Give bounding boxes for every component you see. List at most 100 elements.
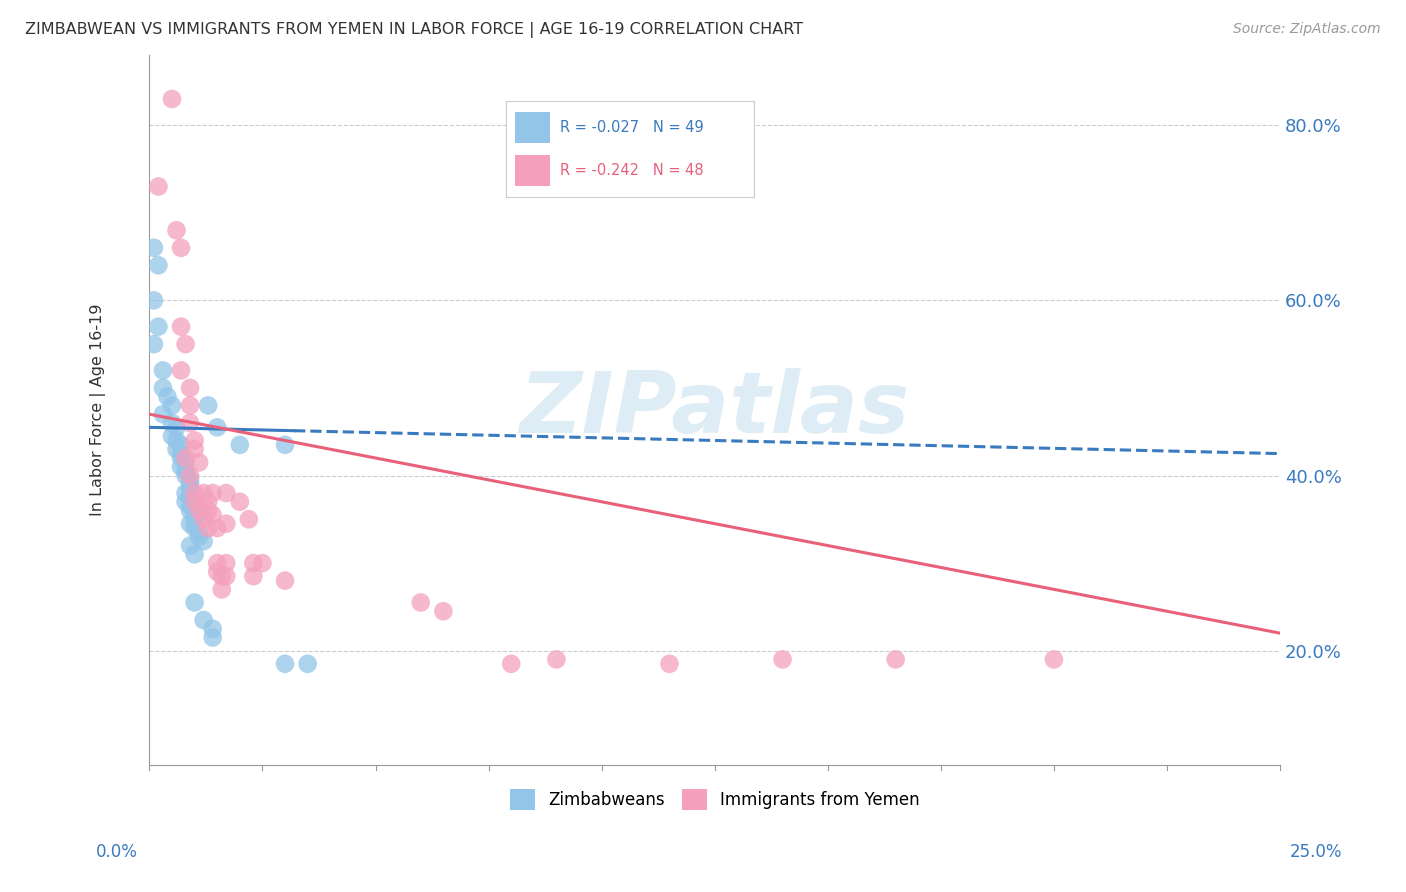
Point <box>170 459 193 474</box>
Point <box>188 525 211 540</box>
Point <box>170 241 193 255</box>
Point <box>772 652 794 666</box>
Point <box>160 416 183 430</box>
Point <box>197 495 219 509</box>
Point <box>183 442 205 457</box>
Point <box>148 179 170 194</box>
Point <box>197 503 219 517</box>
Point <box>201 622 224 636</box>
Point <box>546 652 568 666</box>
Point <box>179 381 201 395</box>
Text: In Labor Force | Age 16-19: In Labor Force | Age 16-19 <box>90 303 107 516</box>
Point <box>160 399 183 413</box>
Point <box>197 521 219 535</box>
Point <box>183 521 205 535</box>
Point <box>432 604 454 618</box>
Point <box>179 539 201 553</box>
Point <box>142 337 165 351</box>
Point <box>183 547 205 561</box>
Point <box>238 512 260 526</box>
Point <box>183 512 205 526</box>
Point <box>142 293 165 308</box>
Point <box>179 491 201 505</box>
Point <box>201 631 224 645</box>
Point <box>174 468 197 483</box>
Point <box>179 499 201 513</box>
Point <box>188 503 211 517</box>
Point <box>179 468 201 483</box>
Point <box>166 434 188 448</box>
Point <box>211 582 233 597</box>
Point <box>229 438 252 452</box>
Point <box>274 657 297 671</box>
Point <box>229 495 252 509</box>
Point <box>174 495 197 509</box>
Point <box>170 363 193 377</box>
Point <box>188 530 211 544</box>
Point <box>201 486 224 500</box>
Point <box>242 556 264 570</box>
Text: 0.0%: 0.0% <box>96 843 138 861</box>
Point <box>170 319 193 334</box>
Point <box>215 516 238 531</box>
Point <box>174 450 197 465</box>
Point <box>215 486 238 500</box>
Point <box>274 438 297 452</box>
Point <box>297 657 319 671</box>
Point <box>174 486 197 500</box>
Point <box>179 473 201 487</box>
Point <box>174 337 197 351</box>
Text: ZIPatlas: ZIPatlas <box>520 368 910 451</box>
Point <box>148 258 170 272</box>
Point <box>179 416 201 430</box>
Point <box>183 495 205 509</box>
Point <box>142 241 165 255</box>
Point <box>183 486 205 500</box>
Point <box>174 455 197 469</box>
Point <box>148 319 170 334</box>
Point <box>205 556 228 570</box>
Point <box>658 657 681 671</box>
Point <box>242 569 264 583</box>
Point <box>179 516 201 531</box>
Point <box>170 450 193 465</box>
Point <box>252 556 274 570</box>
Point <box>201 508 224 522</box>
Point <box>215 569 238 583</box>
Point <box>205 420 228 434</box>
Text: ZIMBABWEAN VS IMMIGRANTS FROM YEMEN IN LABOR FORCE | AGE 16-19 CORRELATION CHART: ZIMBABWEAN VS IMMIGRANTS FROM YEMEN IN L… <box>25 22 803 38</box>
Legend: Zimbabweans, Immigrants from Yemen: Zimbabweans, Immigrants from Yemen <box>503 783 927 816</box>
Point <box>188 455 211 469</box>
Point <box>205 565 228 579</box>
Point <box>274 574 297 588</box>
Point <box>170 438 193 452</box>
Point <box>193 512 215 526</box>
Text: Source: ZipAtlas.com: Source: ZipAtlas.com <box>1233 22 1381 37</box>
Point <box>166 420 188 434</box>
Point <box>183 508 205 522</box>
Point <box>193 534 215 549</box>
Point <box>179 503 201 517</box>
Point <box>409 595 432 609</box>
Point <box>193 486 215 500</box>
Point <box>170 447 193 461</box>
Point <box>174 464 197 478</box>
Point <box>152 407 174 421</box>
Text: 25.0%: 25.0% <box>1291 843 1343 861</box>
Point <box>205 521 228 535</box>
Point <box>152 363 174 377</box>
Point <box>160 429 183 443</box>
Point <box>179 399 201 413</box>
Point <box>1043 652 1066 666</box>
Point <box>156 390 179 404</box>
Point <box>179 477 201 491</box>
Point <box>152 381 174 395</box>
Point <box>215 556 238 570</box>
Point <box>884 652 907 666</box>
Point <box>166 442 188 457</box>
Point <box>166 223 188 237</box>
Point <box>211 569 233 583</box>
Point <box>197 399 219 413</box>
Point <box>193 613 215 627</box>
Point <box>179 482 201 496</box>
